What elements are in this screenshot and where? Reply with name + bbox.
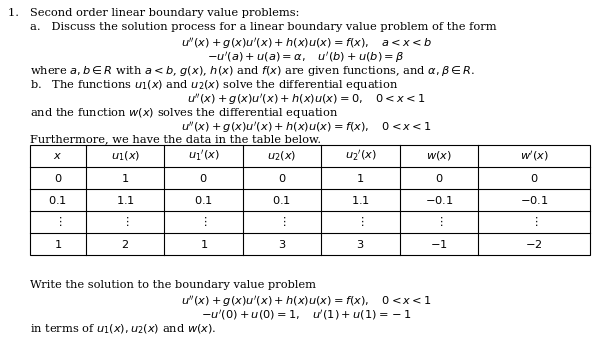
Text: 1.   Second order linear boundary value problems:: 1. Second order linear boundary value pr… <box>8 8 299 18</box>
Text: $u_1(x)$: $u_1(x)$ <box>111 149 140 163</box>
Text: $u''(x) + g(x)u'(x) + h(x)u(x) = f(x), \quad 0 < x < 1$: $u''(x) + g(x)u'(x) + h(x)u(x) = f(x), \… <box>181 294 431 309</box>
Text: $-2$: $-2$ <box>525 238 543 250</box>
Text: $-u'(a) + u(a) = \alpha, \quad u'(b) + u(b) = \beta$: $-u'(a) + u(a) = \alpha, \quad u'(b) + u… <box>207 50 405 65</box>
Text: $x$: $x$ <box>53 151 62 161</box>
Text: $3$: $3$ <box>356 238 365 250</box>
Text: $u_1{}'(x)$: $u_1{}'(x)$ <box>188 149 220 163</box>
Text: $\vdots$: $\vdots$ <box>200 216 207 228</box>
Text: $0$: $0$ <box>530 172 538 184</box>
Text: $\vdots$: $\vdots$ <box>121 216 129 228</box>
Text: in terms of $u_1(x), u_2(x)$ and $w(x)$.: in terms of $u_1(x), u_2(x)$ and $w(x)$. <box>30 322 217 336</box>
Text: $\vdots$: $\vdots$ <box>356 216 365 228</box>
Text: Furthermore, we have the data in the table below.: Furthermore, we have the data in the tab… <box>30 134 321 144</box>
Text: $3$: $3$ <box>278 238 286 250</box>
Text: $0$: $0$ <box>200 172 208 184</box>
Text: a.   Discuss the solution process for a linear boundary value problem of the for: a. Discuss the solution process for a li… <box>30 22 496 32</box>
Text: $-0.1$: $-0.1$ <box>520 194 548 206</box>
Text: $2$: $2$ <box>121 238 129 250</box>
Text: $-u'(0) + u(0) = 1, \quad u'(1) + u(1) = -1$: $-u'(0) + u(0) = 1, \quad u'(1) + u(1) =… <box>201 308 411 322</box>
Text: $1.1$: $1.1$ <box>116 194 135 206</box>
Text: $u_2{}'(x)$: $u_2{}'(x)$ <box>345 149 376 163</box>
Text: $u_2(x)$: $u_2(x)$ <box>267 149 297 163</box>
Text: $u''(x) + g(x)u'(x) + h(x)u(x) = f(x), \quad 0 < x < 1$: $u''(x) + g(x)u'(x) + h(x)u(x) = f(x), \… <box>181 120 431 135</box>
Text: $\vdots$: $\vdots$ <box>54 216 62 228</box>
Text: $0.1$: $0.1$ <box>272 194 291 206</box>
Text: $u''(x) + g(x)u'(x) + h(x)u(x) = 0, \quad 0 < x < 1$: $u''(x) + g(x)u'(x) + h(x)u(x) = 0, \qua… <box>187 92 425 107</box>
Text: and the function $w(x)$ solves the differential equation: and the function $w(x)$ solves the diffe… <box>30 106 338 120</box>
Text: $0.1$: $0.1$ <box>194 194 213 206</box>
Text: $1.1$: $1.1$ <box>351 194 370 206</box>
Text: $\vdots$: $\vdots$ <box>530 216 538 228</box>
Text: where $a, b \in R$ with $a < b$, $g(x)$, $h(x)$ and $f(x)$ are given functions, : where $a, b \in R$ with $a < b$, $g(x)$,… <box>30 64 475 78</box>
Text: $w(x)$: $w(x)$ <box>426 150 452 163</box>
Text: $1$: $1$ <box>356 172 365 184</box>
Text: b.   The functions $u_1(x)$ and $u_2(x)$ solve the differential equation: b. The functions $u_1(x)$ and $u_2(x)$ s… <box>30 78 398 92</box>
Text: $\vdots$: $\vdots$ <box>435 216 443 228</box>
Text: $1$: $1$ <box>121 172 129 184</box>
Text: $\vdots$: $\vdots$ <box>278 216 286 228</box>
Text: $w'(x)$: $w'(x)$ <box>520 149 548 163</box>
Text: $u''(x) + g(x)u'(x) + h(x)u(x) = f(x), \quad a < x < b$: $u''(x) + g(x)u'(x) + h(x)u(x) = f(x), \… <box>181 36 431 51</box>
Bar <box>30 145 590 255</box>
Text: $0$: $0$ <box>435 172 443 184</box>
Text: $0$: $0$ <box>278 172 286 184</box>
Text: $1$: $1$ <box>54 238 62 250</box>
Text: $0.1$: $0.1$ <box>48 194 67 206</box>
Text: $-0.1$: $-0.1$ <box>425 194 453 206</box>
Text: $1$: $1$ <box>200 238 207 250</box>
Text: Write the solution to the boundary value problem: Write the solution to the boundary value… <box>30 280 316 290</box>
Text: $-1$: $-1$ <box>430 238 447 250</box>
Text: $0$: $0$ <box>54 172 62 184</box>
